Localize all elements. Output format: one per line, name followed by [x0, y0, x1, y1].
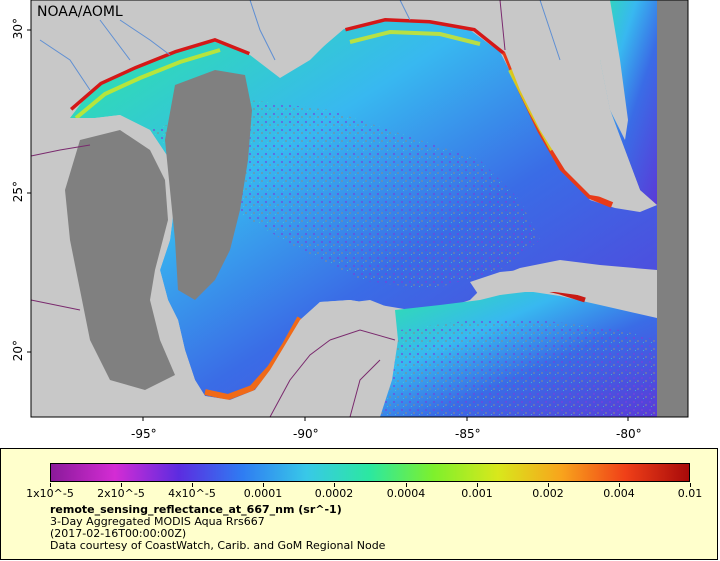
colorbar-tick: [263, 483, 264, 487]
lat-ticks: [27, 29, 31, 353]
lat-tick-label: 20°: [11, 340, 25, 362]
colorbar-tick-label: 1x10^-5: [26, 487, 74, 500]
colorbar-tick: [619, 483, 620, 487]
colorbar-tick: [334, 483, 335, 487]
mexico-nodata: [65, 130, 175, 390]
colorbar-tick-label: 0.01: [677, 487, 703, 500]
colorbar-tick-label: 0.004: [603, 487, 635, 500]
yucatan-land: [290, 300, 398, 417]
colorbar-tick-label: 0.0004: [386, 487, 426, 500]
colorbar: [50, 463, 690, 482]
florida-interior: [560, 0, 628, 140]
texas-shelf-nodata: [165, 70, 252, 300]
political-borders: [30, 0, 506, 418]
caribbean-speckle: [380, 320, 657, 417]
lat-tick-label: 25°: [11, 181, 25, 203]
rivers: [39, 0, 561, 91]
cuba-land: [470, 268, 657, 310]
colorbar-tick: [548, 483, 549, 487]
colorbar-tick: [121, 483, 122, 487]
variable-title: remote_sensing_reflectance_at_667_nm (sr…: [50, 503, 342, 516]
colorbar-tick-label: 2x10^-5: [97, 487, 145, 500]
lon-tick-label: -90°: [293, 427, 319, 441]
colorbar-tick: [690, 483, 691, 487]
colorbar-tick-label: 4x10^-5: [168, 487, 216, 500]
lon-ticks: [142, 417, 629, 421]
lon-tick-label: -80°: [616, 427, 642, 441]
colorbar-tick: [406, 483, 407, 487]
no-data-strip: [657, 0, 688, 417]
colorbar-tick: [477, 483, 478, 487]
time-stamp: (2017-02-16T00:00:00Z): [50, 527, 187, 540]
dataset-description: 3-Day Aggregated MODIS Aqua Rrs667: [50, 515, 265, 528]
lat-tick-label: 30°: [11, 18, 25, 40]
lon-tick-label: -85°: [455, 427, 481, 441]
colorbar-tick-label: 0.001: [461, 487, 493, 500]
noaa-watermark: NOAA/AOML: [37, 4, 123, 20]
gulf-of-mexico-map: [27, 0, 689, 421]
colorbar-tick: [192, 483, 193, 487]
lon-tick-label: -95°: [131, 427, 157, 441]
map-panel: NOAA/AOML -95° -90° -85° -80° 30° 25° 20…: [11, 0, 689, 441]
legend-text: remote_sensing_reflectance_at_667_nm (sr…: [50, 504, 385, 552]
colorbar-tick-label: 0.0002: [314, 487, 354, 500]
map-frame: [30, 0, 689, 418]
colorbar-tick-label: 0.002: [532, 487, 564, 500]
data-credit: Data courtesy of CoastWatch, Carib. and …: [50, 539, 386, 552]
legend-panel: remote_sensing_reflectance_at_667_nm (sr…: [0, 448, 718, 560]
colorbar-tick-label: 0.0001: [243, 487, 283, 500]
coastal-high-campeche: [204, 316, 303, 401]
colorbar-tick: [50, 483, 51, 487]
